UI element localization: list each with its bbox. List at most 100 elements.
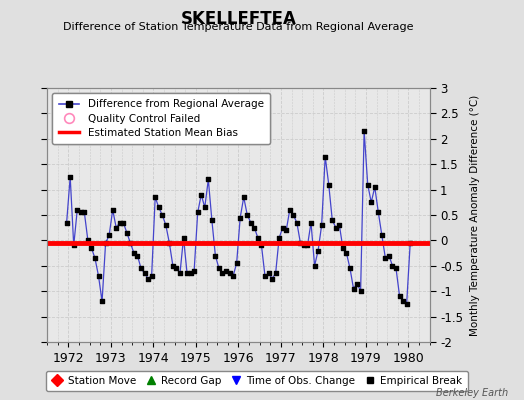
Point: [204, 176, 213, 183]
Point: [211, 252, 220, 259]
Point: [187, 270, 195, 277]
Point: [190, 268, 198, 274]
Point: [370, 184, 379, 190]
Point: [144, 275, 152, 282]
Point: [197, 192, 205, 198]
Point: [94, 273, 103, 279]
Text: Difference of Station Temperature Data from Regional Average: Difference of Station Temperature Data f…: [63, 22, 413, 32]
Point: [339, 245, 347, 251]
Point: [80, 209, 89, 216]
Point: [289, 212, 298, 218]
Point: [314, 247, 322, 254]
Point: [201, 204, 209, 210]
Point: [161, 222, 170, 228]
Point: [130, 250, 138, 256]
Point: [102, 240, 110, 246]
Legend: Difference from Regional Average, Quality Control Failed, Estimated Station Mean: Difference from Regional Average, Qualit…: [52, 93, 270, 144]
Point: [73, 207, 81, 213]
Point: [98, 298, 106, 304]
Point: [303, 242, 312, 249]
Point: [310, 263, 319, 269]
Point: [233, 260, 241, 266]
Point: [105, 232, 113, 238]
Point: [392, 265, 400, 272]
Point: [250, 224, 258, 231]
Point: [264, 270, 272, 277]
Point: [268, 275, 276, 282]
Point: [279, 224, 287, 231]
Point: [158, 212, 167, 218]
Point: [243, 212, 252, 218]
Point: [318, 222, 326, 228]
Point: [324, 181, 333, 188]
Point: [328, 217, 336, 223]
Point: [332, 224, 340, 231]
Point: [406, 240, 414, 246]
Point: [147, 273, 156, 279]
Point: [70, 242, 78, 249]
Text: Berkeley Earth: Berkeley Earth: [436, 388, 508, 398]
Point: [286, 207, 294, 213]
Point: [293, 220, 301, 226]
Point: [257, 242, 266, 249]
Point: [225, 270, 234, 277]
Point: [350, 286, 358, 292]
Point: [183, 270, 191, 277]
Point: [88, 245, 96, 251]
Point: [275, 235, 283, 241]
Point: [169, 263, 177, 269]
Legend: Station Move, Record Gap, Time of Obs. Change, Empirical Break: Station Move, Record Gap, Time of Obs. C…: [46, 371, 468, 391]
Point: [236, 214, 244, 221]
Point: [356, 288, 365, 294]
Point: [219, 270, 227, 277]
Point: [137, 265, 145, 272]
Point: [300, 242, 308, 249]
Point: [282, 227, 290, 234]
Point: [254, 235, 262, 241]
Point: [229, 273, 237, 279]
Point: [208, 217, 216, 223]
Y-axis label: Monthly Temperature Anomaly Difference (°C): Monthly Temperature Anomaly Difference (…: [470, 94, 480, 336]
Point: [62, 220, 71, 226]
Point: [91, 255, 99, 261]
Point: [133, 252, 141, 259]
Point: [126, 240, 135, 246]
Point: [307, 220, 315, 226]
Point: [374, 209, 383, 216]
Point: [77, 209, 85, 216]
Point: [367, 199, 375, 206]
Point: [116, 220, 124, 226]
Point: [108, 207, 117, 213]
Point: [364, 181, 372, 188]
Point: [215, 265, 223, 272]
Point: [342, 250, 351, 256]
Point: [388, 263, 397, 269]
Point: [179, 235, 188, 241]
Point: [193, 209, 202, 216]
Text: SKELLEFTEA: SKELLEFTEA: [180, 10, 297, 28]
Point: [321, 153, 330, 160]
Point: [378, 232, 386, 238]
Point: [247, 220, 255, 226]
Point: [396, 293, 404, 300]
Point: [66, 174, 74, 180]
Point: [296, 240, 304, 246]
Point: [123, 230, 131, 236]
Point: [360, 128, 368, 134]
Point: [176, 270, 184, 277]
Point: [271, 270, 280, 277]
Point: [119, 220, 127, 226]
Point: [155, 204, 163, 210]
Point: [112, 224, 121, 231]
Point: [381, 255, 389, 261]
Point: [151, 194, 159, 200]
Point: [385, 252, 393, 259]
Point: [261, 273, 269, 279]
Point: [346, 265, 354, 272]
Point: [239, 194, 248, 200]
Point: [84, 237, 92, 244]
Point: [222, 268, 230, 274]
Point: [172, 265, 181, 272]
Point: [353, 280, 361, 287]
Point: [165, 240, 173, 246]
